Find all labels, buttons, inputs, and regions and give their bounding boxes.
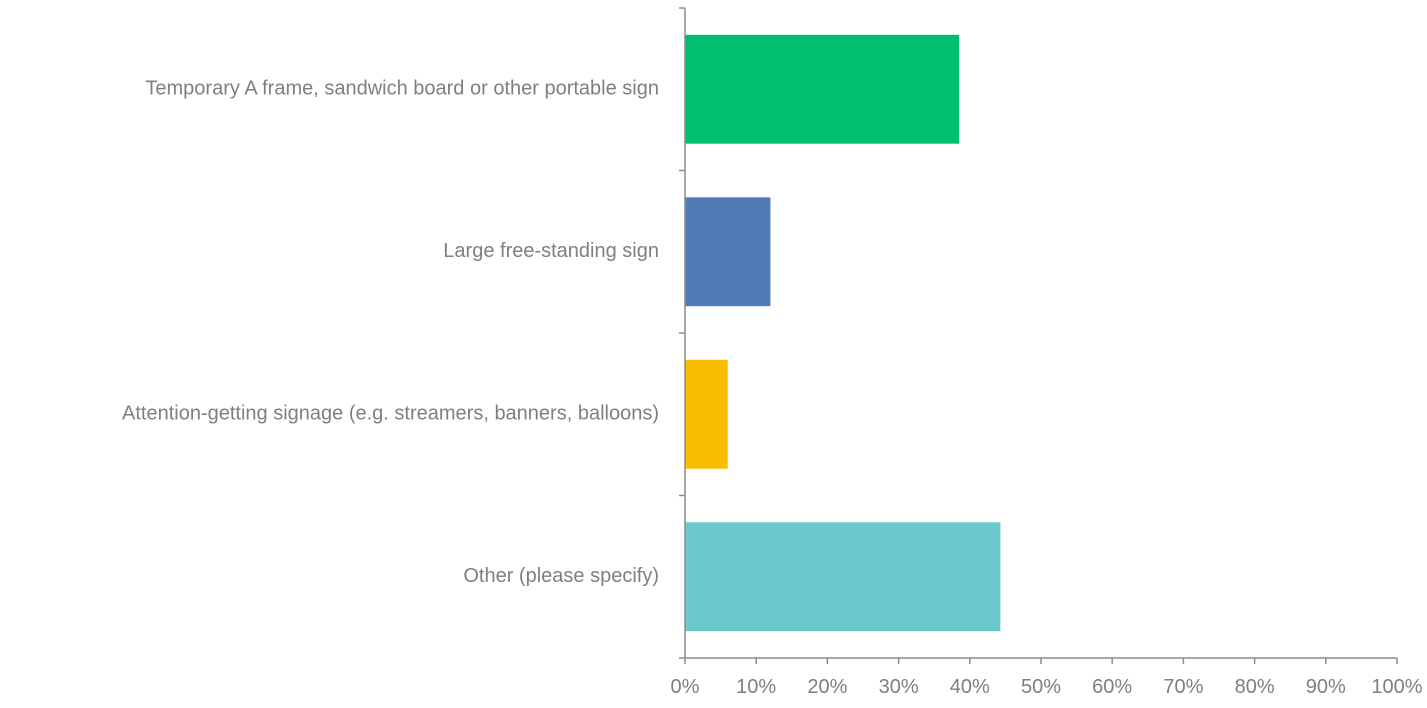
- category-label-3: Attention-getting signage (e.g. streamer…: [122, 403, 659, 425]
- bar-2: [685, 197, 771, 307]
- labels-layer: Temporary A frame, sandwich board or oth…: [122, 78, 1423, 698]
- x-tick-label: 0%: [671, 676, 700, 698]
- bar-3: [685, 359, 728, 469]
- bar-1: [685, 34, 960, 144]
- category-label-4: Other (please specify): [463, 565, 659, 587]
- x-tick-label: 40%: [950, 676, 990, 698]
- x-tick-label: 10%: [736, 676, 776, 698]
- x-tick-label: 30%: [879, 676, 919, 698]
- bars-layer: [685, 34, 1001, 632]
- x-tick-label: 50%: [1021, 676, 1061, 698]
- x-tick-label: 70%: [1163, 676, 1203, 698]
- x-tick-label: 80%: [1235, 676, 1275, 698]
- x-tick-label: 20%: [807, 676, 847, 698]
- category-label-2: Large free-standing sign: [443, 240, 659, 262]
- category-label-1: Temporary A frame, sandwich board or oth…: [145, 78, 659, 100]
- x-tick-label: 100%: [1371, 676, 1422, 698]
- axis-layer: [679, 7, 1398, 664]
- bar-4: [685, 522, 1001, 632]
- x-tick-label: 60%: [1092, 676, 1132, 698]
- x-tick-label: 90%: [1306, 676, 1346, 698]
